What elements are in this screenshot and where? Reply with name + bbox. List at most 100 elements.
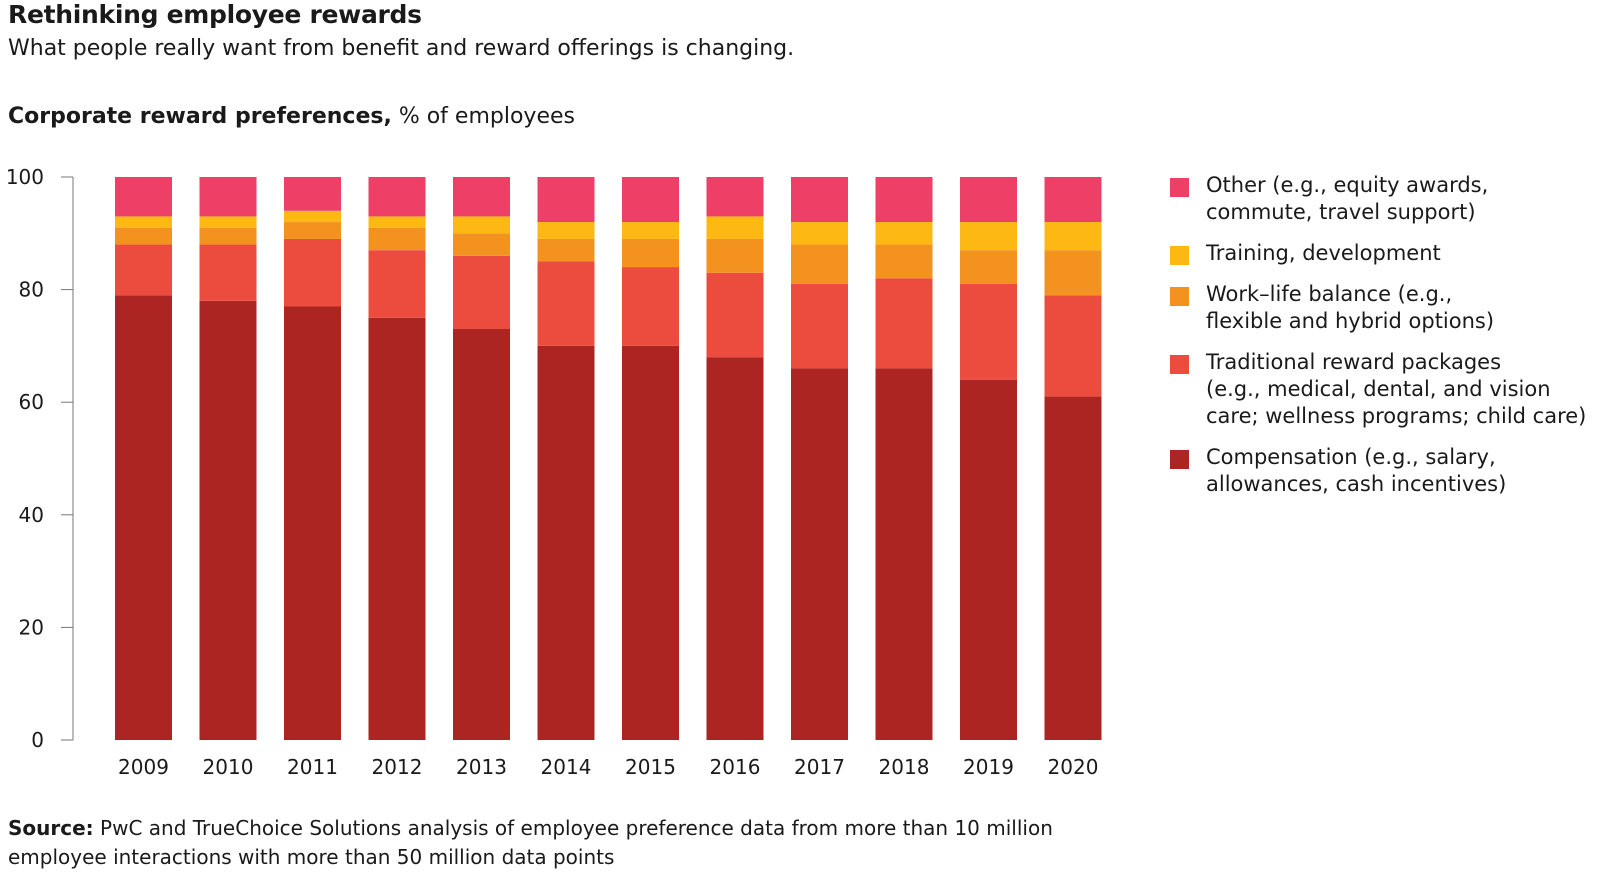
bar-segment-2012-s4 [368,177,426,217]
x-tick-label-2016: 2016 [710,755,761,779]
x-tick-label-2018: 2018 [879,755,930,779]
source-note: Source: PwC and TrueChoice Solutions ana… [8,814,1128,872]
bar-segment-2020-s4 [1044,177,1102,223]
bar-segment-2019-s4 [960,177,1017,223]
legend-label-line: Compensation (e.g., salary, [1206,445,1496,469]
source-label: Source: [8,816,94,840]
bar-segment-2020-s3 [1044,222,1102,251]
bar-segment-2016-s3 [706,216,764,239]
bar-segment-2019-s1 [960,283,1017,380]
bar-segment-2018-s0 [875,368,933,740]
bar-segment-2014-s0 [537,345,595,740]
x-tick-label-2015: 2015 [625,755,676,779]
legend-swatch-square-icon [1170,178,1189,197]
stacked-bar-chart: 0 20 40 60 80 100 2009 2010 2011 2012 2013 2014 2015… [6,165,1102,779]
bar-segment-2016-s1 [706,272,764,358]
bar-segment-2019-s3 [960,222,1017,251]
legend-item: Training, development [1170,240,1590,267]
bar-segment-2010-s1 [199,244,257,301]
chart-heading-unit: % of employees [391,104,575,129]
bar-segment-2017-s2 [791,244,848,284]
bar-segment-2011-s3 [284,210,341,223]
bar-segment-2020-s1 [1044,295,1102,397]
y-tick-label: 20 [19,615,44,639]
x-tick-label-2014: 2014 [541,755,592,779]
bar-segment-2015-s3 [622,222,679,239]
bar-segment-2012-s3 [368,216,426,228]
bar-segment-2013-s2 [453,233,510,256]
bar-segment-2015-s2 [622,238,679,268]
chart-heading: Corporate reward preferences, % of emplo… [8,104,575,129]
x-tick-label-2020: 2020 [1048,755,1099,779]
legend-item: Work–life balance (e.g., flexible and hyb… [1170,281,1590,335]
bar-segment-2009-s4 [115,177,172,217]
bar-segment-2016-s4 [706,177,764,217]
bar-segment-2015-s0 [622,345,679,740]
bar-segment-2014-s1 [537,261,595,346]
bar-segment-2014-s2 [537,238,595,262]
y-tick-label: 60 [19,390,44,414]
legend-label-line: flexible and hybrid options) [1206,309,1495,333]
bar-segment-2009-s1 [115,244,172,296]
bar-segment-2014-s4 [537,177,595,223]
legend-item: Compensation (e.g., salary, allowances, c… [1170,444,1590,498]
chart-legend: Other (e.g., equity awards, commute, trav… [1170,172,1590,498]
chart-heading-bold: Corporate reward preferences, [8,104,392,129]
bar-segment-2017-s3 [791,222,848,245]
bar-segment-2010-s4 [199,177,257,217]
bar-segment-2011-s1 [284,238,341,307]
legend-label-line: Work–life balance (e.g., [1206,282,1453,306]
bar-segment-2009-s3 [115,216,172,228]
y-tick-label: 80 [19,278,44,302]
bar-segment-2013-s1 [453,255,510,330]
legend-label-line: (e.g., medical, dental, and vision [1206,377,1551,401]
bar-segment-2016-s2 [706,238,764,273]
bar-segment-2018-s1 [875,278,933,369]
legend-label-line: Training, development [1206,241,1441,265]
bar-segment-2019-s0 [960,379,1017,740]
x-tick-label-2011: 2011 [287,755,338,779]
y-tick-label: 40 [19,503,44,527]
legend-label-line: commute, travel support) [1206,200,1476,224]
chart-subtitle: What people really want from benefit and… [8,36,795,61]
legend-swatch-square-icon [1170,287,1189,306]
legend-label-line: Other (e.g., equity awards, [1206,173,1489,197]
bar-segment-2020-s0 [1044,396,1102,740]
legend-label-line: allowances, cash incentives) [1206,472,1507,496]
bar-segment-2009-s0 [115,295,172,740]
bar-segment-2020-s2 [1044,250,1102,296]
y-tick-label: 0 [31,728,44,752]
bar-segment-2017-s4 [791,177,848,223]
x-tick-label-2012: 2012 [372,755,423,779]
bar-segment-2013-s3 [453,216,510,234]
bar-segment-2013-s0 [453,329,510,740]
legend-label-line: Traditional reward packages [1206,350,1502,374]
bar-segment-2018-s2 [875,244,933,279]
bar-segment-2017-s0 [791,368,848,740]
bar-segment-2010-s3 [199,216,257,228]
x-tick-label-2010: 2010 [203,755,254,779]
bar-segment-2018-s3 [875,222,933,245]
y-tick-label: 100 [6,165,44,189]
x-tick-label-2017: 2017 [794,755,845,779]
chart-title: Rethinking employee rewards [8,0,422,29]
bar-segment-2010-s0 [199,300,257,740]
legend-item: Other (e.g., equity awards, commute, trav… [1170,172,1590,226]
bar-segment-2015-s4 [622,177,679,223]
legend-swatch-square-icon [1170,246,1189,265]
x-tick-label-2013: 2013 [456,755,507,779]
legend-swatch-square-icon [1170,450,1189,469]
bar-segment-2018-s4 [875,177,933,223]
bar-segment-2011-s2 [284,222,341,239]
bar-segment-2011-s0 [284,306,341,740]
legend-label-line: care; wellness programs; child care) [1206,404,1587,428]
legend-swatch-square-icon [1170,355,1189,374]
bar-segment-2017-s1 [791,283,848,369]
bar-segment-2019-s2 [960,250,1017,284]
bar-segment-2012-s1 [368,250,426,318]
bar-segment-2012-s2 [368,227,426,251]
bar-segment-2009-s2 [115,227,172,245]
bar-segment-2014-s3 [537,222,595,239]
bar-segment-2011-s4 [284,177,341,211]
bar-segment-2013-s4 [453,177,510,217]
